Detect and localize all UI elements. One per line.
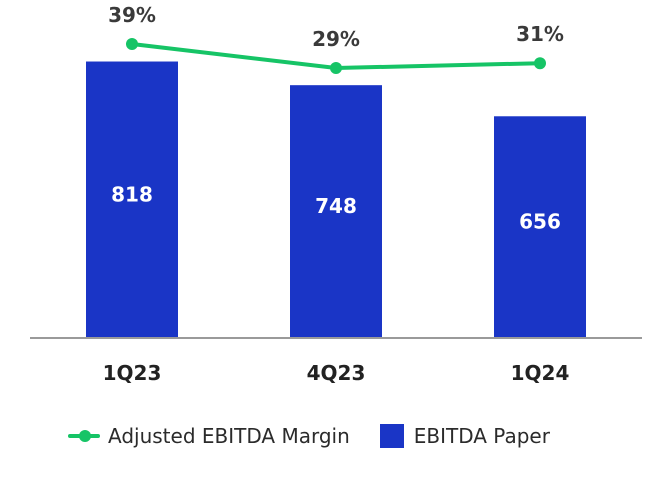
margin-point [126,38,138,50]
legend-item-margin: Adjusted EBITDA Margin [68,424,350,448]
chart: 818 748 656 1Q23 4Q23 1Q24 39% 29% 31% [30,3,642,385]
margin-value-label: 31% [516,22,564,46]
bar-4q23 [290,85,382,339]
category-label: 1Q24 [511,361,570,385]
legend-swatch-bar [379,424,404,448]
bar-1q24 [494,116,586,338]
margin-point [330,62,342,74]
legend-label-ebitda: EBITDA Paper [413,424,550,448]
bar-value-label: 818 [111,182,153,206]
category-label: 1Q23 [103,361,162,385]
category-label: 4Q23 [307,361,366,385]
legend-dot-marker [79,430,91,442]
bar-1q23 [86,61,178,339]
margin-value-label: 39% [108,3,156,27]
legend-label-margin: Adjusted EBITDA Margin [108,424,350,448]
legend-line-marker [68,430,100,442]
bar-value-label: 748 [315,194,357,218]
bar-value-label: 656 [519,210,561,234]
legend: Adjusted EBITDA Margin EBITDA Paper [68,424,580,448]
margin-value-label: 29% [312,27,360,51]
legend-item-ebitda: EBITDA Paper [379,424,550,448]
margin-point [534,57,546,70]
